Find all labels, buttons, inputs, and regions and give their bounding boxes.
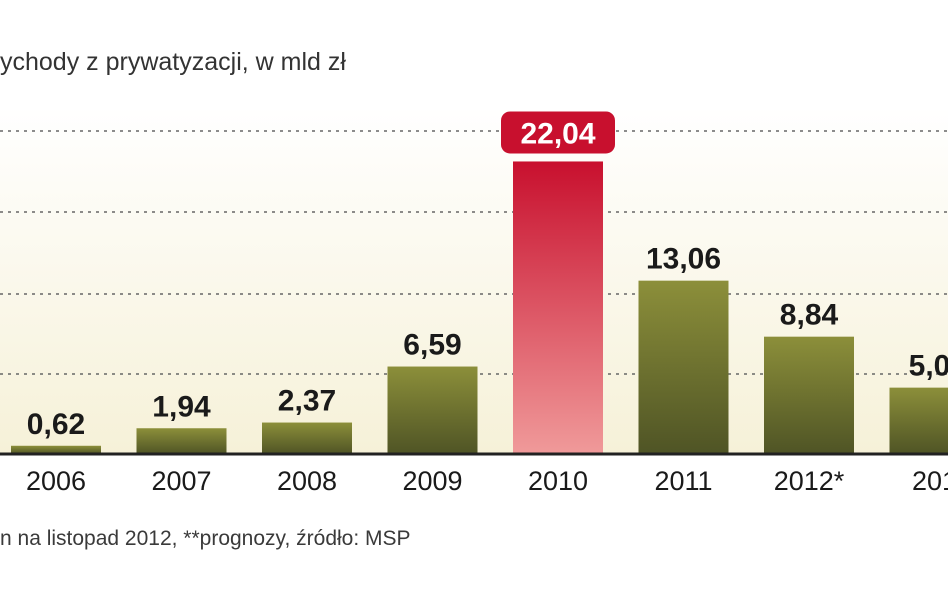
bars: 0,62 1,94 2,37 6,59 22,04 13,06 8,84 5,0( <box>11 111 948 454</box>
x-tick-label: 2007 <box>151 466 211 496</box>
value-label: 13,06 <box>646 243 721 276</box>
x-tick-label: 2009 <box>402 466 462 496</box>
value-label: 2,37 <box>278 385 336 418</box>
chart-title: ychody z prywatyzacji, w mld zł <box>0 48 346 76</box>
bar-2008 <box>262 422 352 454</box>
x-tick-label: 2010 <box>528 466 588 496</box>
x-tick-labels: 2006 2007 2008 2009 2010 2011 2012* 201 <box>26 466 948 496</box>
value-label: 8,84 <box>780 299 839 332</box>
value-label: 0,62 <box>27 408 85 441</box>
value-label: 1,94 <box>152 390 211 423</box>
bar-2009 <box>387 366 478 454</box>
value-label: 22,04 <box>520 117 595 150</box>
bar-2012* <box>764 336 854 454</box>
bar-2011 <box>638 280 729 454</box>
bar-201 <box>889 387 948 454</box>
x-tick-label: 2006 <box>26 466 86 496</box>
bar-2010 <box>513 161 603 454</box>
x-tick-label: 201 <box>912 466 948 496</box>
bar-2006 <box>11 445 101 454</box>
bar-2007 <box>136 428 227 454</box>
x-tick-label: 2012* <box>774 466 845 496</box>
highlight-label-badge <box>501 111 615 154</box>
chart-footnote: n na listopad 2012, **prognozy, źródło: … <box>0 527 411 550</box>
x-tick-label: 2008 <box>277 466 337 496</box>
value-label: 5,0( <box>909 350 948 383</box>
x-tick-label: 2011 <box>654 466 712 496</box>
value-label: 6,59 <box>403 329 461 362</box>
